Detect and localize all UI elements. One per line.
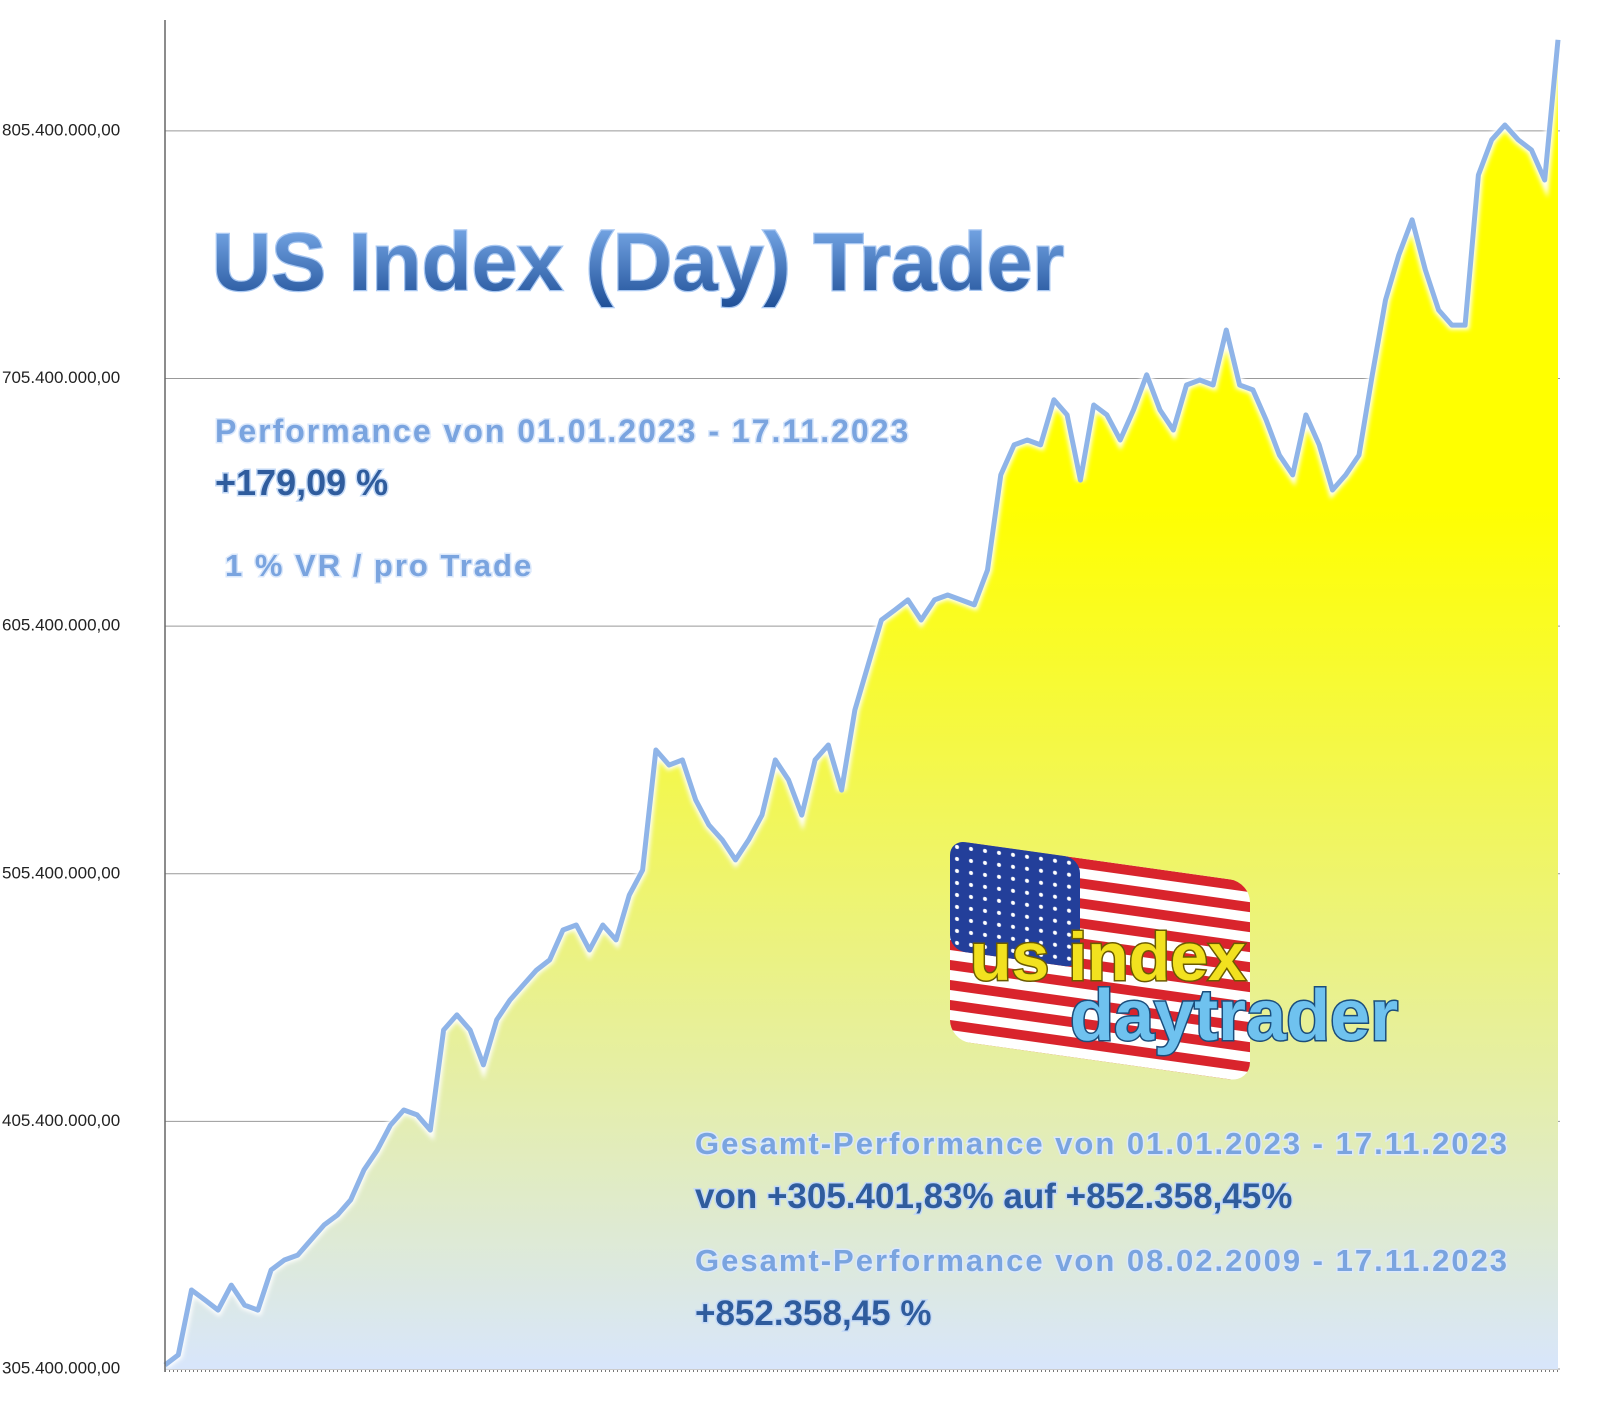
y-tick-label: 305.400.000,00 [2, 1358, 120, 1377]
y-tick-label: 605.400.000,00 [2, 616, 120, 635]
performance: +179,09 % [215, 462, 388, 503]
y-tick-label: 705.400.000,00 [2, 368, 120, 387]
logo-text: us index [970, 919, 1246, 995]
logo-text: daytrader [1070, 976, 1398, 1056]
period-label: Performance von 01.01.2023 - 17.11.2023 [215, 413, 910, 449]
chart-title: US Index (Day) Trader [212, 217, 1064, 308]
y-tick-label: 405.400.000,00 [2, 1111, 120, 1130]
total-period: Gesamt-Performance von 01.01.2023 - 17.1… [695, 1126, 1509, 1161]
logo-flag [950, 841, 1250, 1080]
y-tick-label: 505.400.000,00 [2, 863, 120, 882]
risk-label: 1 % VR / pro Trade [225, 548, 533, 583]
line [163, 39, 1561, 1367]
y-tick-label: 805.400.000,00 [2, 120, 120, 139]
total-change: von +305.401,83% auf +852.358,45% [695, 1177, 1292, 1216]
total-period: Gesamt-Performance von 08.02.2009 - 17.1… [695, 1243, 1509, 1278]
total-performance: +852.358,45 % [695, 1294, 931, 1333]
